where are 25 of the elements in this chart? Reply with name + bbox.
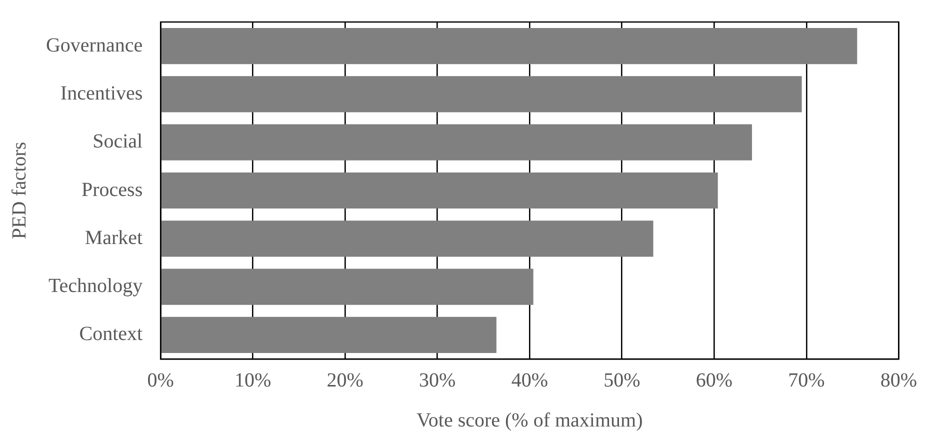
bar	[161, 76, 802, 112]
x-tick-label: 50%	[604, 369, 640, 392]
x-tick-label: 10%	[234, 369, 272, 392]
bar	[161, 220, 654, 257]
bar	[161, 172, 718, 209]
y-axis-title: PED factors	[8, 142, 30, 240]
x-axis-title: Vote score (% of maximum)	[416, 409, 643, 432]
y-tick-label: Process	[82, 178, 143, 201]
bar	[161, 28, 858, 64]
x-tick-label: 20%	[326, 369, 364, 392]
bar	[161, 316, 496, 353]
x-tick-label: 60%	[696, 369, 732, 392]
y-tick-label: Governance	[46, 34, 143, 56]
y-tick-label: Context	[79, 323, 144, 346]
x-tick-label: 80%	[880, 369, 918, 392]
y-tick-label: Market	[84, 226, 144, 249]
y-tick-label: Social	[92, 130, 144, 153]
x-tick-label: 30%	[419, 369, 456, 392]
x-tick-label: 40%	[511, 369, 548, 392]
x-tick-label: 0%	[147, 369, 174, 392]
x-tick-label: 70%	[788, 369, 825, 392]
y-tick-label: Technology	[48, 275, 143, 298]
y-tick-label: Incentives	[60, 82, 143, 104]
bar	[161, 268, 534, 305]
bar	[161, 124, 752, 160]
